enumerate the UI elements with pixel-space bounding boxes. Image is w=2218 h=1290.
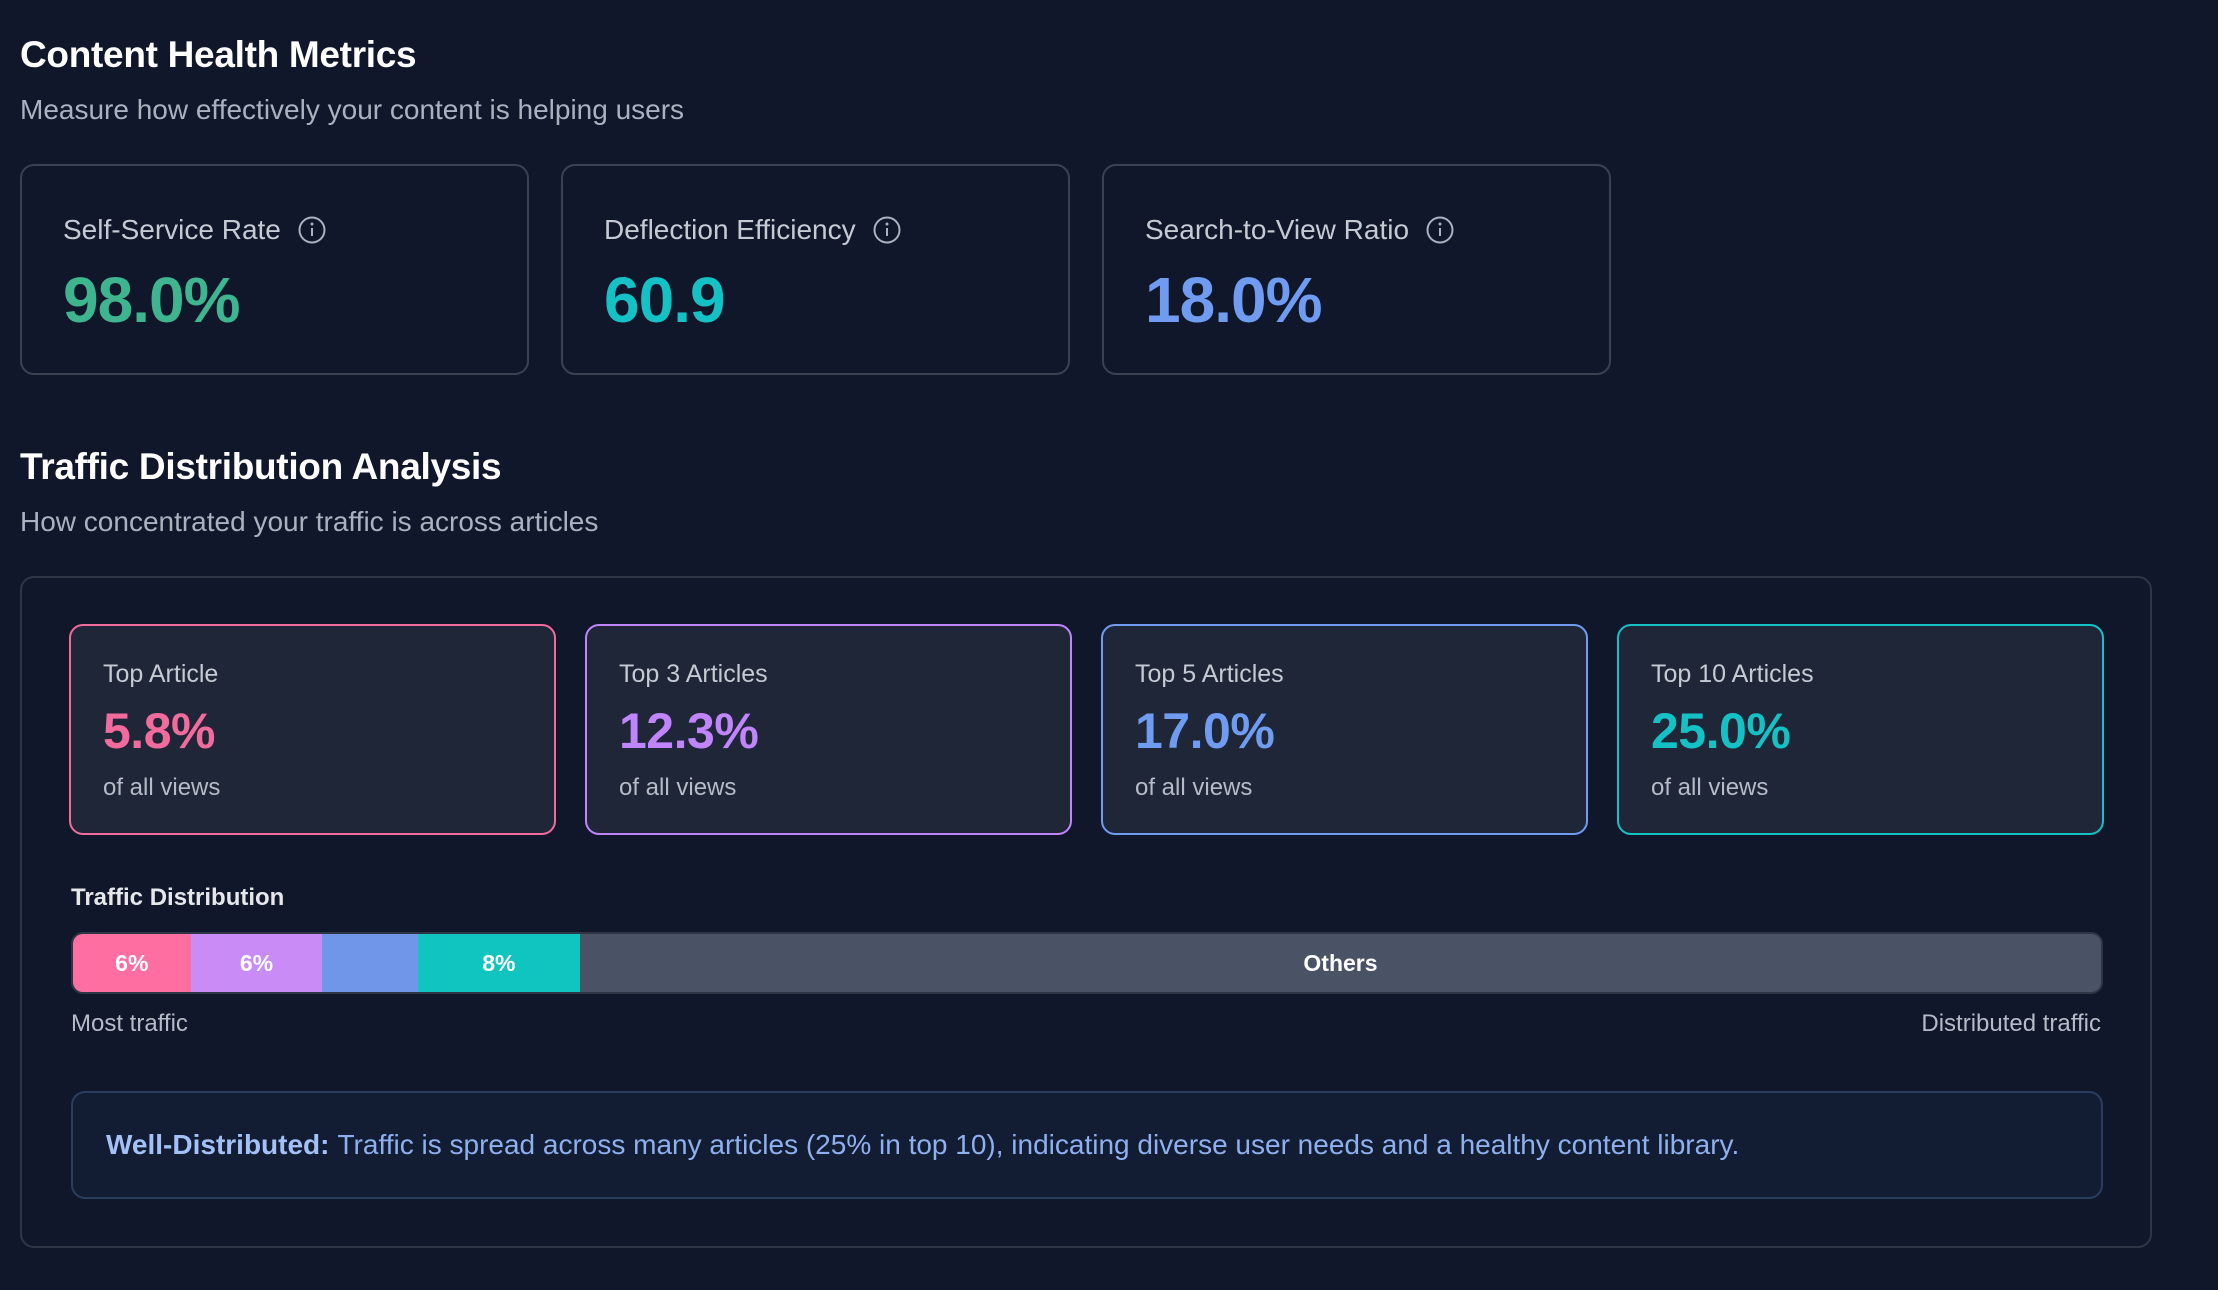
health-title: Content Health Metrics: [20, 34, 417, 75]
top-card-1: Top Article 5.8% of all views: [69, 624, 556, 835]
metric-label: Search-to-View Ratio: [1145, 214, 1410, 245]
top-card-value: 25.0%: [1651, 703, 1791, 759]
callout-title: Well-Distributed:: [106, 1129, 330, 1160]
traffic-panel: Top Article 5.8% of all views Top 3 Arti…: [20, 576, 2152, 1248]
callout-text: Traffic is spread across many articles (…: [337, 1129, 1740, 1160]
top-card-label: Top 5 Articles: [1135, 660, 1284, 688]
metric-card-self-service: Self-Service Rate 98.0%: [20, 164, 529, 375]
traffic-title: Traffic Distribution Analysis: [20, 446, 502, 487]
info-icon[interactable]: [297, 215, 327, 245]
top-card-value: 12.3%: [619, 703, 759, 759]
info-icon[interactable]: [872, 215, 902, 245]
metric-value: 18.0%: [1145, 264, 1322, 336]
metric-label: Self-Service Rate: [63, 214, 281, 245]
metric-card-deflection: Deflection Efficiency 60.9: [561, 164, 1070, 375]
distribution-label: Traffic Distribution: [71, 884, 285, 911]
legend-distributed-traffic: Distributed traffic: [1921, 1010, 2101, 1037]
bar-segment-others: Others: [579, 934, 2101, 992]
top-card-value: 17.0%: [1135, 703, 1275, 759]
info-icon[interactable]: [1425, 215, 1455, 245]
top-card-sub: of all views: [1135, 774, 1253, 801]
top-card-10: Top 10 Articles 25.0% of all views: [1617, 624, 2104, 835]
top-card-sub: of all views: [619, 774, 737, 801]
top-card-label: Top 10 Articles: [1651, 660, 1814, 688]
legend-most-traffic: Most traffic: [71, 1010, 188, 1037]
traffic-subtitle: How concentrated your traffic is across …: [20, 506, 599, 537]
top-card-5: Top 5 Articles 17.0% of all views: [1101, 624, 1588, 835]
metric-card-search-to-view: Search-to-View Ratio 18.0%: [1102, 164, 1611, 375]
bar-segment-3: [322, 934, 418, 992]
top-card-label: Top 3 Articles: [619, 660, 768, 688]
bar-segment-2: 6%: [190, 934, 323, 992]
traffic-distribution-bar: 6% 6% 8% Others: [71, 932, 2103, 994]
bar-segment-4: 8%: [417, 934, 580, 992]
metric-value: 60.9: [604, 264, 726, 336]
metric-value: 98.0%: [63, 264, 240, 336]
health-subtitle: Measure how effectively your content is …: [20, 94, 685, 125]
top-card-3: Top 3 Articles 12.3% of all views: [585, 624, 1072, 835]
top-card-label: Top Article: [103, 660, 219, 688]
top-card-sub: of all views: [103, 774, 221, 801]
bar-segment-1: 6%: [73, 934, 191, 992]
metric-label: Deflection Efficiency: [604, 214, 856, 245]
distribution-callout: Well-Distributed: Traffic is spread acro…: [71, 1091, 2103, 1199]
top-card-value: 5.8%: [103, 703, 215, 759]
top-card-sub: of all views: [1651, 774, 1769, 801]
